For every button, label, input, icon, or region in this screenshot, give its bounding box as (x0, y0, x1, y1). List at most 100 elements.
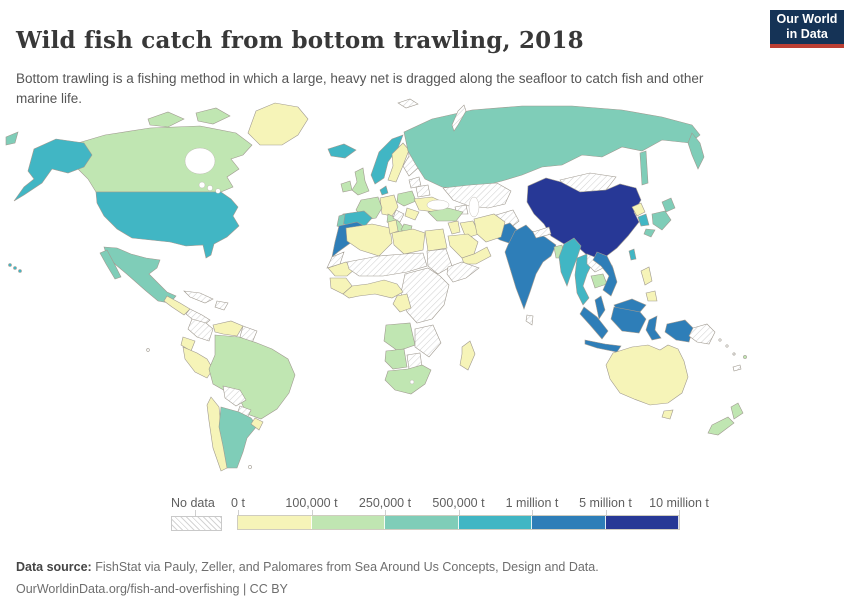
country-west-africa-coast[interactable] (342, 279, 404, 299)
country-sweden[interactable] (387, 142, 410, 183)
legend-bin-0[interactable] (238, 516, 312, 529)
country-taiwan[interactable] (628, 248, 637, 261)
country-mexico-baja[interactable] (99, 249, 122, 280)
legend-tick-label-3: 500,000 t (432, 496, 485, 510)
country-tunisia[interactable] (387, 219, 399, 235)
legend-tick-6 (679, 510, 680, 516)
country-canada-arctic1[interactable] (147, 111, 185, 128)
country-nepal[interactable] (532, 226, 552, 239)
country-south-africa[interactable] (384, 364, 432, 395)
country-namibia[interactable] (384, 348, 408, 370)
country-mexico[interactable] (103, 246, 177, 304)
country-ireland[interactable] (340, 180, 353, 193)
country-poland[interactable] (396, 190, 417, 207)
country-madagascar[interactable] (459, 340, 476, 371)
country-indonesia-sumatra[interactable] (579, 306, 609, 340)
country-philippines-luzon[interactable] (640, 266, 653, 286)
footer-license-link[interactable]: OurWorldinData.org/fish-and-overfishing (16, 581, 240, 596)
country-hawaii3[interactable] (18, 269, 22, 273)
country-angola[interactable] (383, 322, 416, 352)
country-levant[interactable] (447, 220, 461, 235)
country-sahel[interactable] (346, 252, 428, 277)
country-greenland[interactable] (247, 102, 309, 146)
country-peru[interactable] (182, 346, 214, 379)
country-algeria[interactable] (345, 223, 393, 257)
country-kazakhstan[interactable] (442, 182, 512, 209)
country-australia-tasmania[interactable] (661, 409, 674, 420)
country-vietnam[interactable] (592, 251, 618, 297)
legend-no-data-swatch[interactable] (171, 516, 222, 531)
owid-logo[interactable]: Our World in Data (770, 10, 844, 48)
country-russia[interactable] (403, 105, 701, 190)
country-uruguay[interactable] (250, 417, 264, 431)
country-denmark[interactable] (379, 185, 389, 196)
country-belarus[interactable] (415, 184, 431, 198)
country-new-caledonia[interactable] (732, 364, 742, 372)
country-new-zealand-north[interactable] (730, 402, 744, 420)
legend-bin-5[interactable] (605, 516, 679, 529)
country-uk[interactable] (351, 167, 370, 196)
country-cuba[interactable] (183, 290, 214, 304)
country-fiji[interactable] (743, 355, 747, 359)
country-solomons2[interactable] (725, 344, 729, 348)
country-indonesia-kalimantan[interactable] (610, 306, 647, 334)
legend-bin-3[interactable] (458, 516, 532, 529)
legend-bin-2[interactable] (385, 516, 459, 529)
country-sri-lanka[interactable] (525, 314, 534, 326)
legend-bin-4[interactable] (532, 516, 606, 529)
country-iceland[interactable] (327, 143, 357, 159)
caspian-sea (468, 196, 480, 218)
country-indonesia-java[interactable] (584, 339, 622, 353)
country-usa-alaska[interactable] (13, 138, 93, 202)
country-japan-honshu[interactable] (651, 210, 672, 231)
country-japan-kyushu[interactable] (643, 228, 656, 238)
country-vanuatu[interactable] (732, 352, 736, 356)
country-malaysia-peninsula[interactable] (594, 295, 606, 320)
country-novaya-zemlya[interactable] (451, 104, 467, 132)
country-horn-of-africa[interactable] (446, 261, 480, 283)
country-myanmar[interactable] (558, 237, 582, 287)
country-romania-bulgaria[interactable] (404, 207, 420, 221)
country-hawaii2[interactable] (13, 266, 17, 270)
country-colombia[interactable] (187, 318, 214, 342)
country-usa[interactable] (95, 191, 240, 259)
country-central-africa[interactable] (400, 267, 450, 324)
country-germany[interactable] (379, 194, 399, 217)
country-india[interactable] (504, 224, 557, 310)
country-russia-kamchatka[interactable] (687, 132, 705, 170)
country-zambia-mozambique[interactable] (414, 324, 442, 358)
country-argentina[interactable] (218, 406, 258, 469)
country-north-korea[interactable] (631, 202, 646, 217)
country-libya[interactable] (391, 228, 426, 255)
country-australia[interactable] (605, 344, 689, 406)
legend-bin-1[interactable] (311, 516, 385, 529)
country-iran[interactable] (473, 213, 506, 243)
country-south-korea[interactable] (637, 213, 650, 227)
country-bolivia[interactable] (222, 385, 247, 407)
legend-color-bar[interactable] (237, 515, 680, 530)
country-hawaii1[interactable] (8, 263, 12, 267)
country-falklands[interactable] (248, 465, 252, 469)
country-brazil[interactable] (208, 334, 296, 420)
country-sudan[interactable] (426, 248, 453, 275)
country-svalbard[interactable] (397, 98, 419, 109)
country-cameroon-gabon[interactable] (392, 293, 412, 313)
country-solomons1[interactable] (718, 338, 722, 342)
country-central-america-west[interactable] (163, 295, 191, 316)
country-russia-chukotka-west[interactable] (5, 131, 19, 146)
country-indonesia-papua[interactable] (664, 319, 694, 343)
country-indonesia-sulawesi[interactable] (645, 315, 662, 341)
country-japan-hokkaido[interactable] (661, 197, 676, 213)
country-balkans[interactable] (392, 209, 405, 223)
page-title: Wild fish catch from bottom trawling, 20… (16, 27, 584, 55)
country-russia-sakhalin[interactable] (639, 150, 649, 186)
country-canada-arctic2[interactable] (195, 107, 231, 125)
country-new-zealand-south[interactable] (707, 416, 735, 436)
country-canada[interactable] (61, 125, 253, 193)
country-papua-new-guinea[interactable] (688, 323, 716, 345)
country-galapagos[interactable] (146, 348, 150, 352)
country-egypt[interactable] (424, 228, 448, 252)
country-venezuela[interactable] (212, 320, 244, 337)
country-philippines-mindanao[interactable] (645, 290, 658, 302)
country-hispaniola[interactable] (214, 300, 229, 311)
